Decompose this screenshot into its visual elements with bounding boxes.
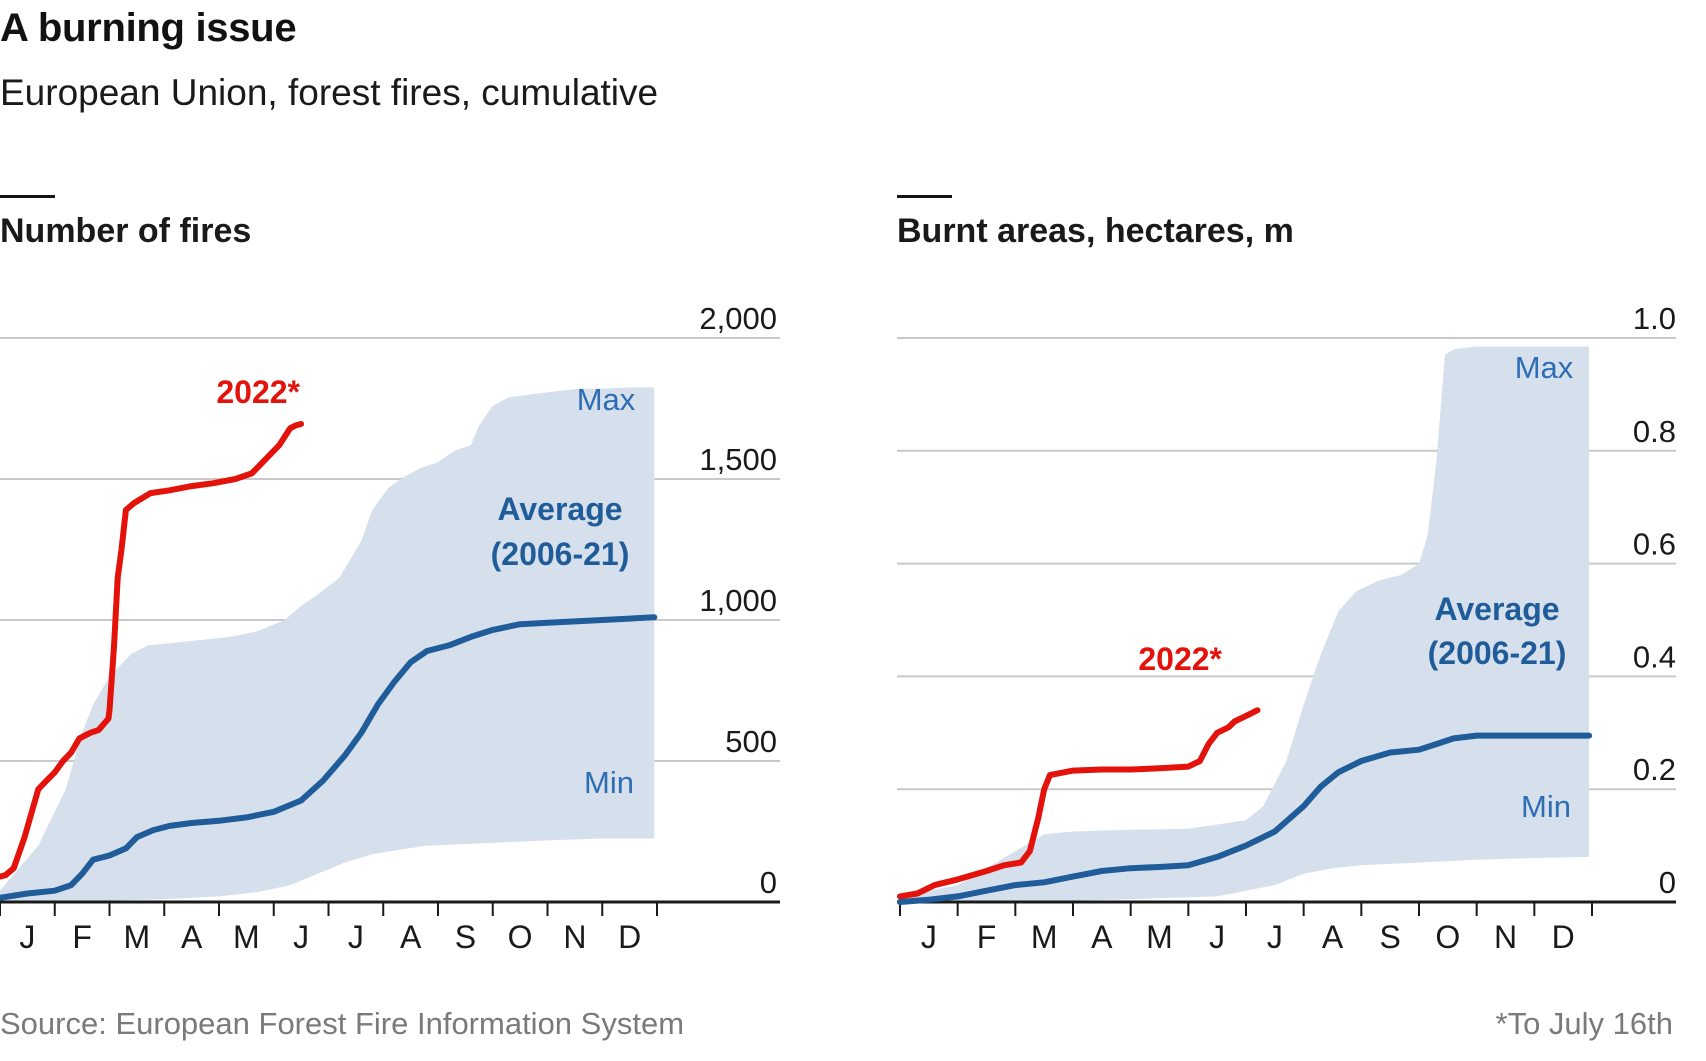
series-label-average-period: (2006-21): [1428, 635, 1567, 671]
panel-rule-fires: [0, 195, 55, 198]
y-tick-label: 2,000: [699, 301, 777, 336]
x-tick-label: J: [1267, 919, 1283, 955]
chart-panel-burnt-area: 00.20.40.60.81.0J F M A M J J A S O N D2022*Average…: [897, 301, 1676, 955]
band-label-max: Max: [1515, 350, 1574, 385]
x-tick-label: J: [921, 919, 937, 955]
series-label-average-period: (2006-21): [491, 536, 630, 572]
x-tick-label: F: [72, 919, 92, 955]
chart-title: A burning issue: [0, 6, 297, 50]
series-label-2022: 2022*: [216, 374, 300, 410]
range-band-min-max: [0, 387, 655, 902]
series-label-average: Average: [1434, 591, 1559, 627]
y-tick-label: 0.6: [1633, 527, 1676, 562]
series-line-average: [0, 614, 658, 901]
x-tick-label: M: [124, 919, 151, 955]
band-label-min: Min: [1521, 789, 1571, 824]
panel-title-fires: Number of fires: [0, 212, 252, 250]
series-label-average: Average: [497, 491, 622, 527]
x-tick-label: S: [455, 919, 476, 955]
x-tick-label: A: [1322, 919, 1344, 955]
y-tick-label: 500: [725, 724, 777, 759]
source-note: Source: European Forest Fire Information…: [0, 1006, 685, 1041]
x-tick-label: F: [977, 919, 997, 955]
band-label-max: Max: [577, 382, 636, 417]
y-tick-label: 0: [1659, 865, 1676, 900]
x-tick-label: O: [508, 919, 533, 955]
range-band-min-max: [900, 346, 1590, 902]
x-tick-label: N: [1494, 919, 1517, 955]
series-line-2022: [0, 421, 305, 880]
x-tick-label: J: [348, 919, 364, 955]
panel-title-area: Burnt areas, hectares, m: [897, 212, 1294, 250]
x-tick-label: N: [563, 919, 586, 955]
x-tick-label: M: [233, 919, 260, 955]
y-tick-label: 0: [760, 865, 777, 900]
y-tick-label: 1.0: [1633, 301, 1676, 336]
y-tick-label: 1,500: [699, 442, 777, 477]
band-label-min: Min: [584, 765, 634, 800]
x-tick-label: D: [1552, 919, 1575, 955]
y-tick-label: 0.4: [1633, 639, 1676, 674]
x-tick-label: S: [1379, 919, 1400, 955]
series-label-2022: 2022*: [1138, 641, 1222, 677]
y-tick-label: 0.8: [1633, 414, 1676, 449]
footnote: *To July 16th: [1495, 1006, 1674, 1041]
x-tick-label: A: [181, 919, 203, 955]
y-tick-label: 0.2: [1633, 752, 1676, 787]
x-tick-label: J: [19, 919, 35, 955]
series-line-2022: [897, 707, 1261, 900]
series-line-average: [897, 732, 1593, 905]
x-tick-label: J: [1209, 919, 1225, 955]
x-tick-label: M: [1031, 919, 1058, 955]
x-tick-label: A: [1091, 919, 1113, 955]
x-tick-label: D: [618, 919, 641, 955]
y-tick-label: 1,000: [699, 583, 777, 618]
panel-rule-area: [897, 195, 952, 198]
x-tick-label: A: [400, 919, 422, 955]
x-tick-label: M: [1146, 919, 1173, 955]
x-tick-label: O: [1435, 919, 1460, 955]
x-tick-label: J: [293, 919, 309, 955]
chart-subtitle: European Union, forest fires, cumulative: [0, 72, 659, 113]
